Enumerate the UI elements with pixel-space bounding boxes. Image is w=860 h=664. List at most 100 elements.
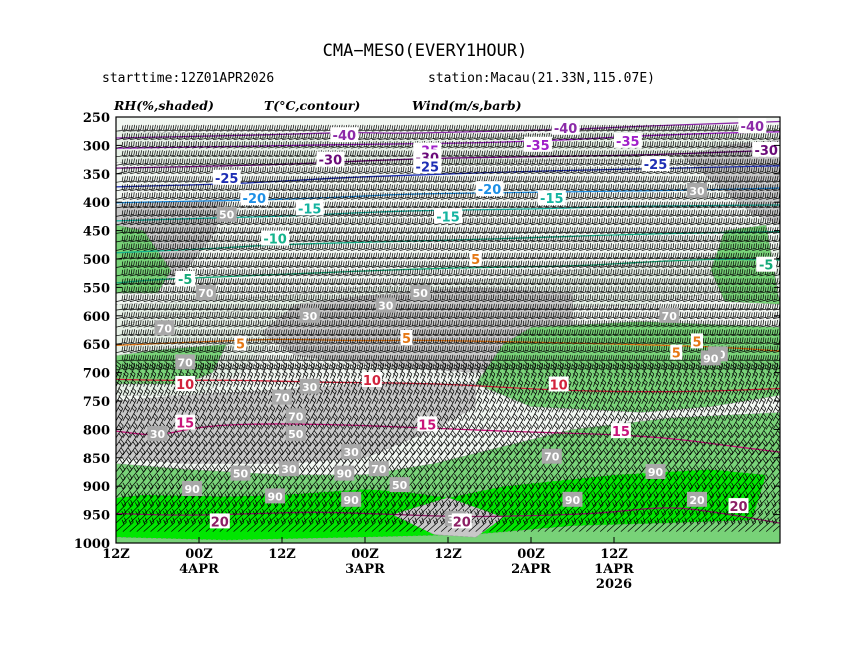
wind-barb [150,132,163,141]
wind-barb [261,124,274,132]
wind-barb [281,132,294,141]
wind-barb [779,147,780,149]
wind-barb [482,132,495,141]
time-tick-label: 12Z [434,547,462,562]
wind-barb [648,132,661,141]
rh-label: 70 [154,320,175,336]
wind-barb [129,124,142,132]
rh-label: 30 [299,307,320,323]
wind-barb [392,150,405,158]
time-tick-label: 00Z [185,547,213,562]
temperature-label: -5 [756,256,777,274]
wind-barb [295,132,308,141]
wind-barb [489,150,502,158]
time-tick-date: 4APR [179,562,219,577]
wind-barb [696,132,709,141]
wind-barb [205,124,219,132]
wind-barb [779,488,780,489]
rh-label: 30 [147,425,168,441]
wind-barb [613,150,627,158]
wind-barb [779,301,780,302]
wind-barb [696,124,710,132]
wind-barb [378,150,391,158]
wind-barb [482,124,495,132]
wind-barb [309,132,322,141]
rh-legend-label: RH(%,shaded) [113,98,214,113]
pressure-tick-label: 600 [83,310,110,325]
wind-barb [503,150,516,158]
wind-barb [696,150,710,158]
wind-barb [392,124,405,132]
wind-barb [738,140,751,149]
wind-barb [510,140,522,149]
wind-barb [413,124,426,132]
wind-barb [261,140,273,149]
wind-barb [655,124,668,132]
pressure-tick-label: 250 [83,111,110,126]
temperature-label: 10 [175,376,196,393]
wind-barb [344,150,357,158]
wind-barb [185,140,197,149]
wind-barb [676,140,688,149]
wind-barb [779,318,780,319]
wind-barb [461,132,474,141]
wind-barb [586,124,599,132]
wind-barb [510,150,523,158]
wind-barb [593,150,606,158]
time-tick-label: 12Z [102,547,130,562]
wind-barb [447,150,461,158]
wind-barb [364,150,378,158]
wind-barb [779,369,780,370]
pressure-tick-label: 950 [83,509,110,524]
wind-barb [503,124,516,132]
wind-barb [662,132,675,141]
rh-label: 50 [410,285,431,301]
wind-barb [690,132,702,141]
wind-barb [779,479,780,481]
temperature-contour-m5 [116,258,780,284]
temperature-label: -20 [240,190,269,207]
wind-barb [378,140,391,149]
wind-barb [164,124,177,132]
wind-barb [724,132,737,141]
wind-barb [669,150,682,158]
pressure-tick-label: 650 [83,338,110,353]
wind-barb [565,140,578,149]
pressure-tick-label: 750 [83,395,110,410]
wind-barb [116,132,128,141]
wind-barb [690,124,703,132]
wind-barb [302,132,315,141]
wind-barb [288,124,302,132]
wind-barb [779,445,780,447]
wind-barb [316,132,329,141]
wind-barb [316,140,329,149]
wind-barb [143,132,156,141]
wind-barb [385,124,398,132]
wind-barb [399,132,412,141]
temperature-label: -30 [752,141,781,159]
temperature-label: 15 [175,414,196,432]
wind-barb [489,132,502,141]
wind-barb [226,132,239,141]
wind-barb [683,132,696,141]
wind-barb [434,132,447,141]
wind-barb [703,140,716,149]
time-tick-date: 3APR [345,562,385,577]
temperature-label: 5 [691,333,703,350]
wind-barb [399,140,412,149]
wind-barb [233,124,246,132]
wind-barb [164,140,177,149]
rh-label: 30 [375,297,396,313]
wind-barb [475,150,488,158]
temperature-label: -35 [523,136,552,154]
wind-barb [779,428,780,430]
wind-barb [593,124,606,132]
wind-barb [669,132,682,141]
wind-barb [351,150,364,158]
time-tick-label: 12Z [268,547,296,562]
wind-barb [198,140,211,149]
wind-barb [364,132,377,141]
wind-barb [738,132,751,141]
temperature-label: 5 [234,335,247,353]
